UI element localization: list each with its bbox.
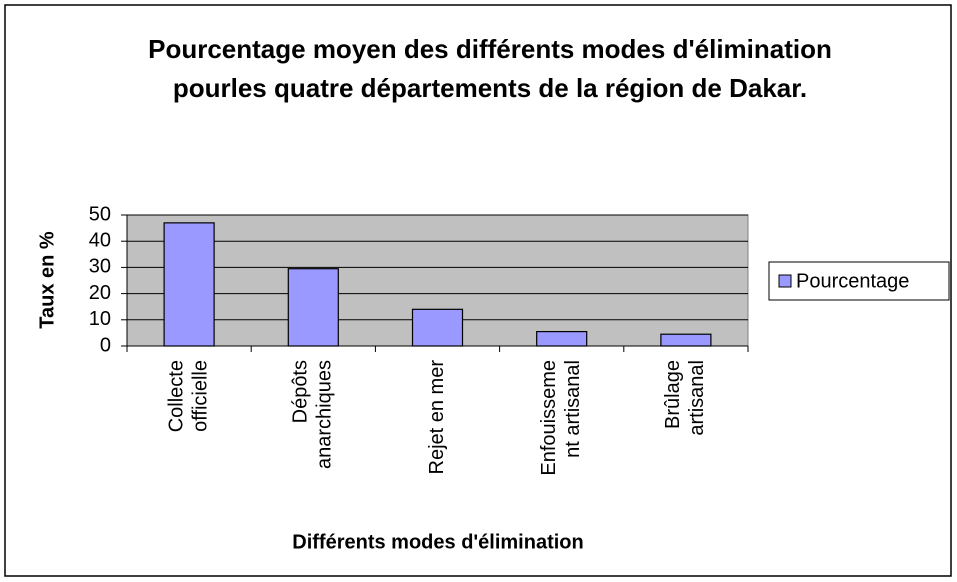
- x-tick-label: Collecte: [165, 360, 187, 432]
- y-axis-title: Taux en %: [36, 231, 58, 329]
- x-tick-label: anarchiques: [314, 360, 336, 469]
- y-tick-label: 50: [89, 203, 111, 225]
- x-tick-label: artisanal: [686, 360, 708, 436]
- x-axis-title: Différents modes d'élimination: [292, 531, 583, 553]
- bar: [536, 330, 588, 347]
- chart-title: Pourcentage moyen des différents modes d…: [148, 34, 832, 103]
- x-tick-label: Dépôts: [290, 360, 312, 423]
- x-tick-label: officielle: [189, 360, 211, 432]
- x-tick-label: Brûlage: [662, 360, 684, 429]
- legend-swatch: [778, 274, 792, 288]
- bar: [411, 308, 464, 347]
- y-tick-label: 30: [89, 256, 111, 278]
- x-tick-label: nt artisanal: [562, 360, 584, 458]
- y-tick-label: 40: [89, 229, 111, 251]
- x-tick-label: Rejet en mer: [426, 360, 448, 475]
- bar: [660, 333, 712, 347]
- y-tick-label: 10: [89, 308, 111, 330]
- y-tick-label: 0: [100, 334, 111, 356]
- bar: [287, 268, 339, 347]
- bar: [163, 222, 215, 347]
- y-tick-label: 20: [89, 282, 111, 304]
- legend-box: [768, 261, 950, 301]
- legend-label: Pourcentage: [796, 270, 909, 292]
- x-tick-label: Enfouisseme: [538, 360, 560, 476]
